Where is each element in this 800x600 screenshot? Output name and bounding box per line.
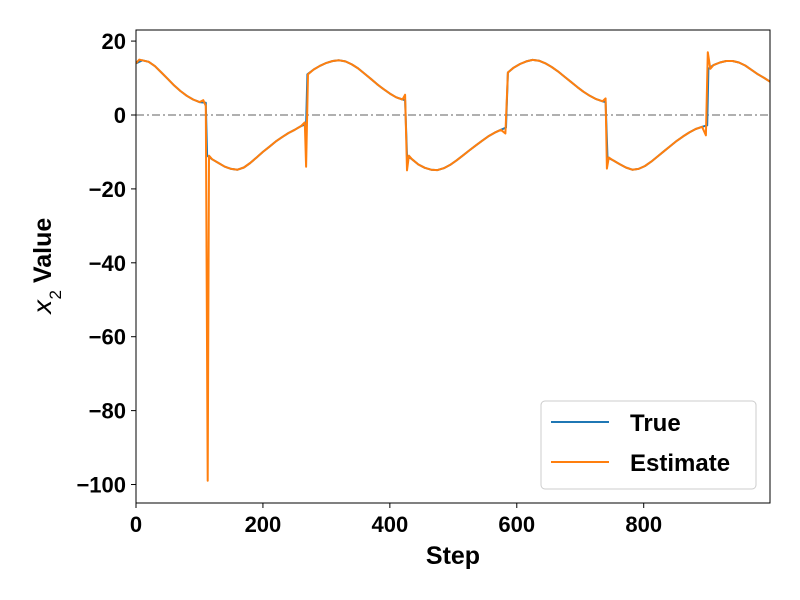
y-tick-label: −20 xyxy=(89,177,126,202)
legend-label-estimate: Estimate xyxy=(630,450,730,477)
series-layer xyxy=(136,51,770,482)
x-axis-ticks: 0 200 400 600 800 xyxy=(130,503,662,537)
legend-label-true: True xyxy=(630,410,681,437)
plot-frame xyxy=(135,29,771,504)
x-tick-label: 400 xyxy=(371,512,408,537)
y-tick-label: 20 xyxy=(102,29,126,54)
legend: True Estimate xyxy=(540,400,757,490)
y-tick-label: 0 xyxy=(114,103,126,128)
y-axis-label: x2 Value xyxy=(28,218,65,316)
y-axis-label-subscript: 2 xyxy=(46,290,65,299)
x-axis-label: Step xyxy=(426,542,480,570)
x-tick-label: 0 xyxy=(130,512,142,537)
y-tick-label: −100 xyxy=(76,473,126,498)
series-estimate-line xyxy=(136,51,770,482)
x-tick-label: 200 xyxy=(245,512,282,537)
y-axis-ticks: 20 0 −20 −40 −60 −80 −100 xyxy=(76,29,136,498)
y-axis-label-text: Value xyxy=(29,218,57,290)
x-tick-label: 800 xyxy=(625,512,662,537)
y-tick-label: −60 xyxy=(89,325,126,350)
y-tick-label: −80 xyxy=(89,399,126,424)
y-tick-label: −40 xyxy=(89,251,126,276)
y-axis-label-symbol: x xyxy=(28,299,57,315)
x-tick-label: 600 xyxy=(498,512,535,537)
